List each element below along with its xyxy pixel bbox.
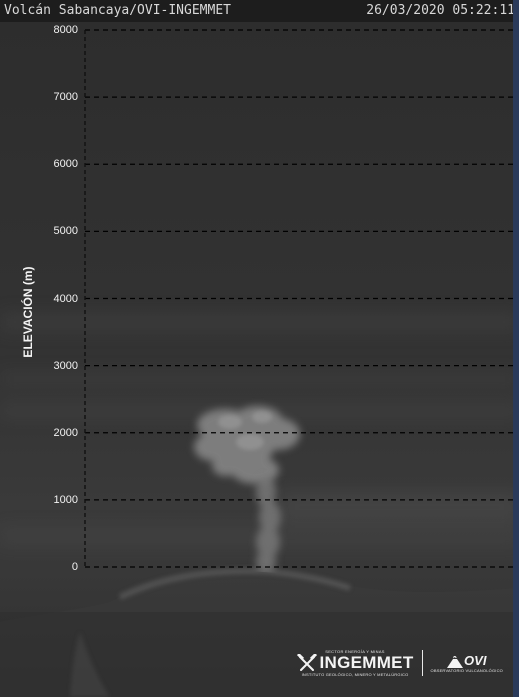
ingemmet-tagline: SECTOR ENERGÍA Y MINAS — [325, 649, 385, 654]
elevation-axis-title: ELEVACIÓN (m) — [21, 266, 35, 358]
ingemmet-logo: SECTOR ENERGÍA Y MINAS INGEMMET INSTITUT… — [296, 649, 414, 677]
ingemmet-name: INGEMMET — [319, 653, 414, 672]
tick-label-6000: 6000 — [53, 158, 78, 171]
foreground-terrain — [0, 612, 519, 697]
logo-divider — [421, 650, 423, 676]
tick-label-4000: 4000 — [53, 292, 78, 305]
tick-label-0: 0 — [71, 561, 78, 573]
logo-area: SECTOR ENERGÍA Y MINAS INGEMMET INSTITUT… — [296, 645, 504, 681]
elevation-gridlines — [85, 29, 519, 568]
ovi-subtitle: OBSERVATORIO VULCANOLÓGICO — [430, 667, 503, 673]
ovi-logo: OVI OBSERVATORIO VULCANOLÓGICO — [430, 652, 503, 673]
volcano-scene: 8000 7000 6000 5000 4000 3000 2000 1000 0 ELEVAC… — [0, 22, 519, 697]
tick-label-5000: 5000 — [53, 225, 78, 238]
tick-label-3000: 3000 — [53, 359, 78, 372]
tick-label-2000: 2000 — [53, 426, 78, 439]
camera-header: Volcán Sabancaya/OVI-INGEMMET 26/03/2020… — [0, 0, 519, 22]
scene-drawing — [0, 22, 519, 697]
volcano-icon — [447, 655, 464, 668]
ingemmet-subtitle: INSTITUTO GEOLÓGICO, MINERO Y METALÚRGIC… — [301, 672, 409, 677]
tick-label-7000: 7000 — [53, 91, 78, 104]
camera-timestamp: 26/03/2020 05:22:11 — [366, 3, 515, 18]
ovi-name: OVI — [464, 652, 487, 668]
tick-label-1000: 1000 — [53, 493, 78, 506]
camera-title: Volcán Sabancaya/OVI-INGEMMET — [4, 3, 231, 18]
frame-edge — [513, 0, 519, 697]
crossed-hammers-icon — [296, 654, 317, 671]
tick-label-8000: 8000 — [53, 24, 78, 36]
